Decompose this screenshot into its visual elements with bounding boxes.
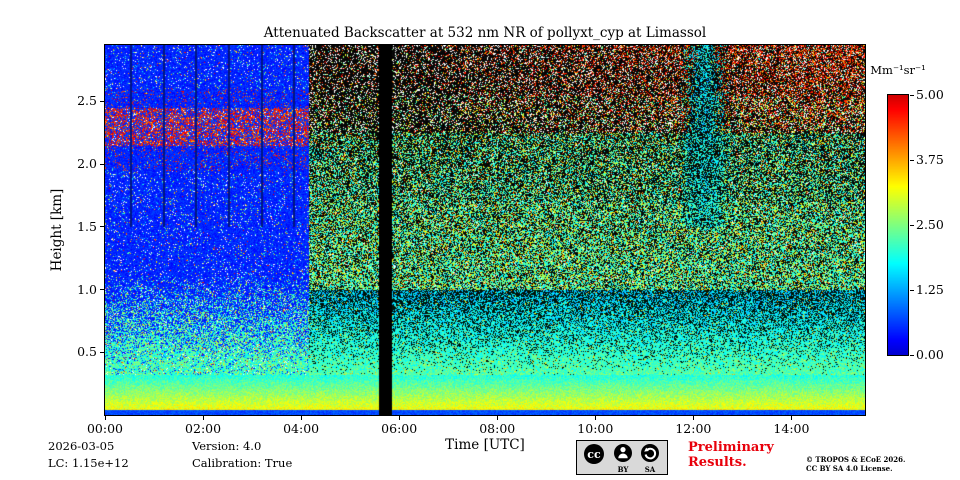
colorbar-tick-mark bbox=[910, 289, 914, 291]
copyright-line2: CC BY SA 4.0 License. bbox=[806, 464, 893, 473]
heatmap-canvas bbox=[105, 45, 865, 415]
preliminary-line2: Results. bbox=[688, 455, 747, 470]
y-tick-label: 0.5 bbox=[77, 344, 97, 360]
copyright-note: © TROPOS & ECoE 2026. CC BY SA 4.0 Licen… bbox=[806, 455, 905, 473]
colorbar-tick-label: 5.00 bbox=[916, 87, 944, 102]
y-tick-mark bbox=[100, 163, 104, 165]
by-person-body bbox=[618, 453, 628, 459]
by-person-head bbox=[620, 447, 626, 453]
x-tick-label: 10:00 bbox=[577, 421, 614, 436]
sa-arrow bbox=[644, 447, 657, 460]
colorbar-tick-label: 2.50 bbox=[916, 217, 944, 232]
footer-date: 2026-03-05 bbox=[48, 439, 115, 453]
cc-icon bbox=[584, 444, 604, 464]
x-tick-label: 08:00 bbox=[479, 421, 516, 436]
x-axis-label: Time [UTC] bbox=[445, 437, 525, 453]
x-tick-mark bbox=[692, 416, 694, 420]
y-tick-label: 1.0 bbox=[77, 281, 97, 297]
y-tick-mark bbox=[100, 351, 104, 353]
x-tick-label: 00:00 bbox=[86, 421, 124, 436]
x-tick-label: 14:00 bbox=[773, 421, 810, 436]
x-tick-mark bbox=[202, 416, 204, 420]
y-tick-label: 1.5 bbox=[77, 218, 97, 234]
copyright-line1: © TROPOS & ECoE 2026. bbox=[806, 455, 906, 464]
by-label: BY bbox=[618, 465, 630, 474]
y-tick-mark bbox=[100, 226, 104, 228]
cc-icon-label: cc bbox=[587, 448, 601, 461]
x-tick-label: 12:00 bbox=[675, 421, 712, 436]
colorbar-unit-label: Mm⁻¹sr⁻¹ bbox=[870, 63, 926, 77]
colorbar-tick-mark bbox=[910, 94, 914, 96]
cc-license-badge: cc BY SA bbox=[576, 440, 668, 475]
colorbar-tick-mark bbox=[910, 159, 914, 161]
sa-arrowhead bbox=[644, 447, 649, 452]
preliminary-results-note: Preliminary Results. bbox=[688, 440, 774, 470]
by-person-icon bbox=[614, 444, 632, 462]
x-tick-mark bbox=[398, 416, 400, 420]
x-tick-mark bbox=[496, 416, 498, 420]
footer-version: Version: 4.0 bbox=[192, 439, 262, 453]
colorbar-tick-mark bbox=[910, 224, 914, 226]
x-tick-mark bbox=[300, 416, 302, 420]
colorbar-tick-mark bbox=[910, 354, 914, 356]
x-tick-label: 02:00 bbox=[185, 421, 222, 436]
y-tick-label: 2.0 bbox=[77, 156, 97, 172]
x-tick-label: 04:00 bbox=[283, 421, 320, 436]
footer-calibration: Calibration: True bbox=[192, 456, 293, 470]
x-tick-label: 06:00 bbox=[381, 421, 418, 436]
x-tick-mark bbox=[594, 416, 596, 420]
preliminary-line1: Preliminary bbox=[688, 440, 774, 455]
x-tick-mark bbox=[790, 416, 792, 420]
y-tick-mark bbox=[100, 289, 104, 291]
colorbar-canvas bbox=[888, 95, 908, 355]
colorbar-tick-label: 0.00 bbox=[916, 347, 944, 362]
colorbar-tick-label: 1.25 bbox=[916, 282, 944, 297]
sa-label: SA bbox=[645, 465, 656, 474]
footer-lidar-constant: LC: 1.15e+12 bbox=[48, 456, 129, 470]
chart-title: Attenuated Backscatter at 532 nm NR of p… bbox=[263, 25, 707, 41]
y-tick-mark bbox=[100, 100, 104, 102]
colorbar-tick-label: 3.75 bbox=[916, 152, 944, 167]
y-tick-label: 2.5 bbox=[77, 93, 97, 109]
x-tick-mark bbox=[104, 416, 106, 420]
